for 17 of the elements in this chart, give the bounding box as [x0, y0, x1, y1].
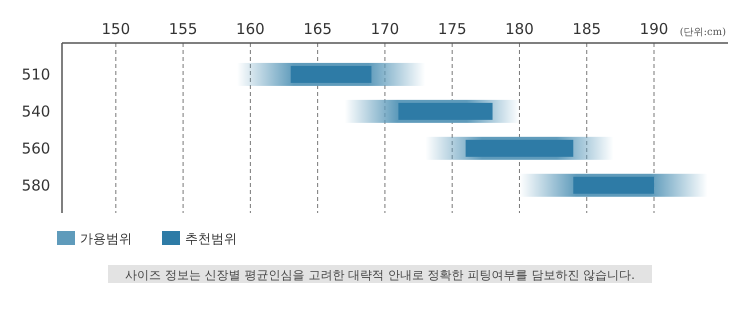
x-tick-label: 155: [168, 20, 198, 38]
x-tick-label: 165: [303, 20, 332, 38]
x-tick-label: 180: [505, 20, 534, 38]
y-tick-label: 580: [22, 176, 50, 194]
legend-label: 가용범위: [80, 232, 132, 247]
x-tick-label: 150: [102, 20, 130, 38]
text: 사이즈 정보는 신장별 평균인심을 고려한 대략적 안내로 정확한 피팅여부를 담보하진 않습니다.: [125, 268, 635, 282]
x-tick-label: 170: [370, 20, 400, 38]
y-tick-label: 540: [22, 102, 50, 120]
x-tick-label: 185: [572, 20, 602, 38]
x-tick-label: 175: [438, 20, 466, 38]
text: (단위:cm): [680, 27, 726, 38]
y-tick-label: 560: [22, 139, 50, 158]
x-tick-label: 160: [236, 20, 265, 38]
x-tick-label: 190: [640, 20, 668, 38]
legend-label: 추천범위: [185, 232, 237, 247]
y-tick-label: 510: [22, 65, 50, 84]
